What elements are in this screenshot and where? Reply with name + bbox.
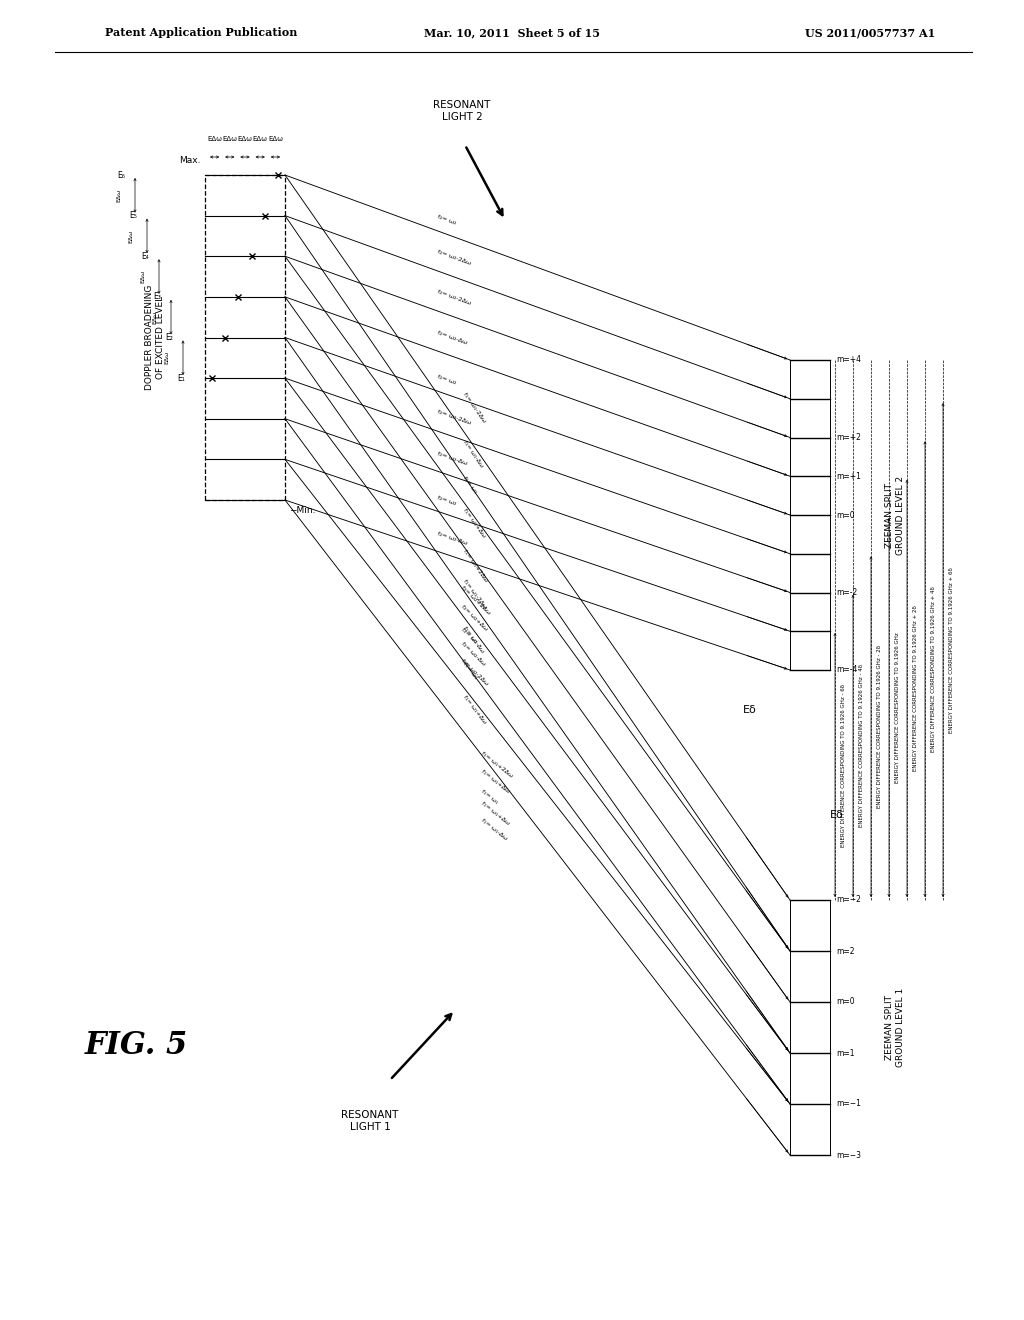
Text: m=-4: m=-4	[836, 665, 857, 675]
Text: f₂= ω₂-2Δω: f₂= ω₂-2Δω	[436, 409, 471, 426]
Text: ENERGY DIFFERENCE CORRESPONDING TO 9.1926 GHz: ENERGY DIFFERENCE CORRESPONDING TO 9.192…	[895, 632, 900, 783]
Text: EΔω: EΔω	[207, 136, 222, 143]
Text: ZEEMAN SPLIT
GROUND LEVEL 2: ZEEMAN SPLIT GROUND LEVEL 2	[886, 475, 904, 554]
Text: E₂: E₂	[165, 333, 173, 342]
Text: m=1: m=1	[836, 1048, 854, 1057]
Text: ENERGY DIFFERENCE CORRESPONDING TO 9.1926 GHz + 4δ: ENERGY DIFFERENCE CORRESPONDING TO 9.192…	[931, 586, 936, 752]
Text: m=+4: m=+4	[836, 355, 861, 364]
Text: f₂= ω₂-2Δω: f₂= ω₂-2Δω	[436, 249, 471, 265]
Text: f₂= ω₂: f₂= ω₂	[436, 375, 457, 385]
Text: f₂= ω₂-Δω: f₂= ω₂-Δω	[436, 330, 468, 346]
Text: FIG. 5: FIG. 5	[85, 1030, 188, 1060]
Text: f₁= ω₁: f₁= ω₁	[462, 661, 478, 680]
Text: ENERGY DIFFERENCE CORRESPONDING TO 9.1926 GHz - 4δ: ENERGY DIFFERENCE CORRESPONDING TO 9.192…	[859, 664, 864, 828]
Text: E₆: E₆	[117, 170, 125, 180]
Text: f₁= ω₁: f₁= ω₁	[462, 475, 477, 495]
Text: E₅: E₅	[129, 211, 137, 220]
Text: f₁= ω₁-Δω: f₁= ω₁-Δω	[462, 626, 484, 653]
Text: f₂= ω₂: f₂= ω₂	[436, 495, 457, 506]
Text: f₁= ω₁+Δω: f₁= ω₁+Δω	[480, 800, 510, 825]
Text: m=2: m=2	[836, 946, 854, 956]
Text: f₁= ω₁+Δω: f₁= ω₁+Δω	[462, 508, 485, 539]
Text: f₂= ω₂-2Δω: f₂= ω₂-2Δω	[436, 289, 471, 306]
Text: m=0: m=0	[836, 998, 855, 1006]
Text: f₁= ω₁+2Δω: f₁= ω₁+2Δω	[480, 751, 513, 779]
Text: Eδ: Eδ	[830, 810, 844, 820]
Text: f₁= ω₁-Δω: f₁= ω₁-Δω	[462, 440, 483, 469]
Text: f₁= ω₁-2Δω: f₁= ω₁-2Δω	[462, 578, 486, 610]
Text: m=−3: m=−3	[836, 1151, 861, 1159]
Text: Mar. 10, 2011  Sheet 5 of 15: Mar. 10, 2011 Sheet 5 of 15	[424, 28, 600, 38]
Text: Eδ: Eδ	[743, 705, 757, 715]
Text: EΔω: EΔω	[253, 136, 267, 143]
Text: f₂= ω₂+2Δω: f₂= ω₂+2Δω	[460, 585, 490, 615]
Text: −Min.: −Min.	[289, 506, 315, 515]
Text: f₁= ω₁-Δω: f₁= ω₁-Δω	[480, 817, 508, 841]
Text: ENERGY DIFFERENCE CORRESPONDING TO 9.1926 GHz + 2δ: ENERGY DIFFERENCE CORRESPONDING TO 9.192…	[913, 606, 918, 771]
Text: E₃: E₃	[154, 292, 161, 301]
Text: f₂= ω₂: f₂= ω₂	[436, 214, 457, 226]
Text: EΔω: EΔω	[268, 136, 283, 143]
Text: m=-2: m=-2	[836, 587, 857, 597]
Text: f₁= ω₁-2Δω: f₁= ω₁-2Δω	[462, 392, 486, 424]
Text: EΔω: EΔω	[164, 351, 169, 364]
Text: f₁= ω₁+2Δω: f₁= ω₁+2Δω	[462, 549, 487, 583]
Text: EΔω: EΔω	[128, 230, 133, 243]
Text: f₂= ω₂-Δω: f₂= ω₂-Δω	[460, 642, 485, 667]
Text: ENERGY DIFFERENCE CORRESPONDING TO 9.1926 GHz - 2δ: ENERGY DIFFERENCE CORRESPONDING TO 9.192…	[877, 645, 882, 808]
Text: m=0: m=0	[836, 511, 855, 520]
Text: m=−2: m=−2	[836, 895, 861, 904]
Text: EΔω: EΔω	[238, 136, 253, 143]
Text: f₁= ω₁+Δω: f₁= ω₁+Δω	[462, 694, 486, 725]
Text: f₂= ω₂: f₂= ω₂	[460, 627, 477, 644]
Text: ZEEMAN SPLIT
GROUND LEVEL 1: ZEEMAN SPLIT GROUND LEVEL 1	[886, 987, 904, 1067]
Text: f₂= ω₂-Δω: f₂= ω₂-Δω	[436, 451, 468, 466]
Text: m=+2: m=+2	[836, 433, 861, 442]
Text: RESONANT
LIGHT 1: RESONANT LIGHT 1	[341, 1110, 398, 1131]
Text: f₁= ω₁: f₁= ω₁	[480, 789, 499, 805]
Text: Max.: Max.	[179, 156, 201, 165]
Text: E₁: E₁	[177, 374, 185, 383]
Text: US 2011/0057737 A1: US 2011/0057737 A1	[805, 28, 935, 38]
Text: m=+1: m=+1	[836, 471, 861, 480]
Text: EΔω: EΔω	[140, 269, 145, 284]
Text: EΔω: EΔω	[152, 310, 157, 323]
Text: f₂= ω₂+Δω: f₂= ω₂+Δω	[460, 605, 487, 632]
Text: f₁= ω₁+Δω: f₁= ω₁+Δω	[480, 768, 510, 793]
Text: m=−1: m=−1	[836, 1100, 861, 1109]
Text: EΔω: EΔω	[116, 189, 121, 202]
Text: E₄: E₄	[141, 252, 150, 261]
Text: DOPPLER BROADENING
OF EXCITED LEVEL: DOPPLER BROADENING OF EXCITED LEVEL	[145, 285, 165, 391]
Text: RESONANT
LIGHT 2: RESONANT LIGHT 2	[433, 100, 490, 121]
Text: ENERGY DIFFERENCE CORRESPONDING TO 9.1926 GHz + 6δ: ENERGY DIFFERENCE CORRESPONDING TO 9.192…	[949, 568, 954, 733]
Text: Patent Application Publication: Patent Application Publication	[105, 28, 297, 38]
Text: f₂= ω₂-2Δω: f₂= ω₂-2Δω	[460, 657, 488, 686]
Text: EΔω: EΔω	[222, 136, 238, 143]
Text: ENERGY DIFFERENCE CORRESPONDING TO 9.1926 GHz - 6δ: ENERGY DIFFERENCE CORRESPONDING TO 9.192…	[841, 684, 846, 846]
Text: f₂= ω₂-Δω: f₂= ω₂-Δω	[436, 532, 468, 546]
